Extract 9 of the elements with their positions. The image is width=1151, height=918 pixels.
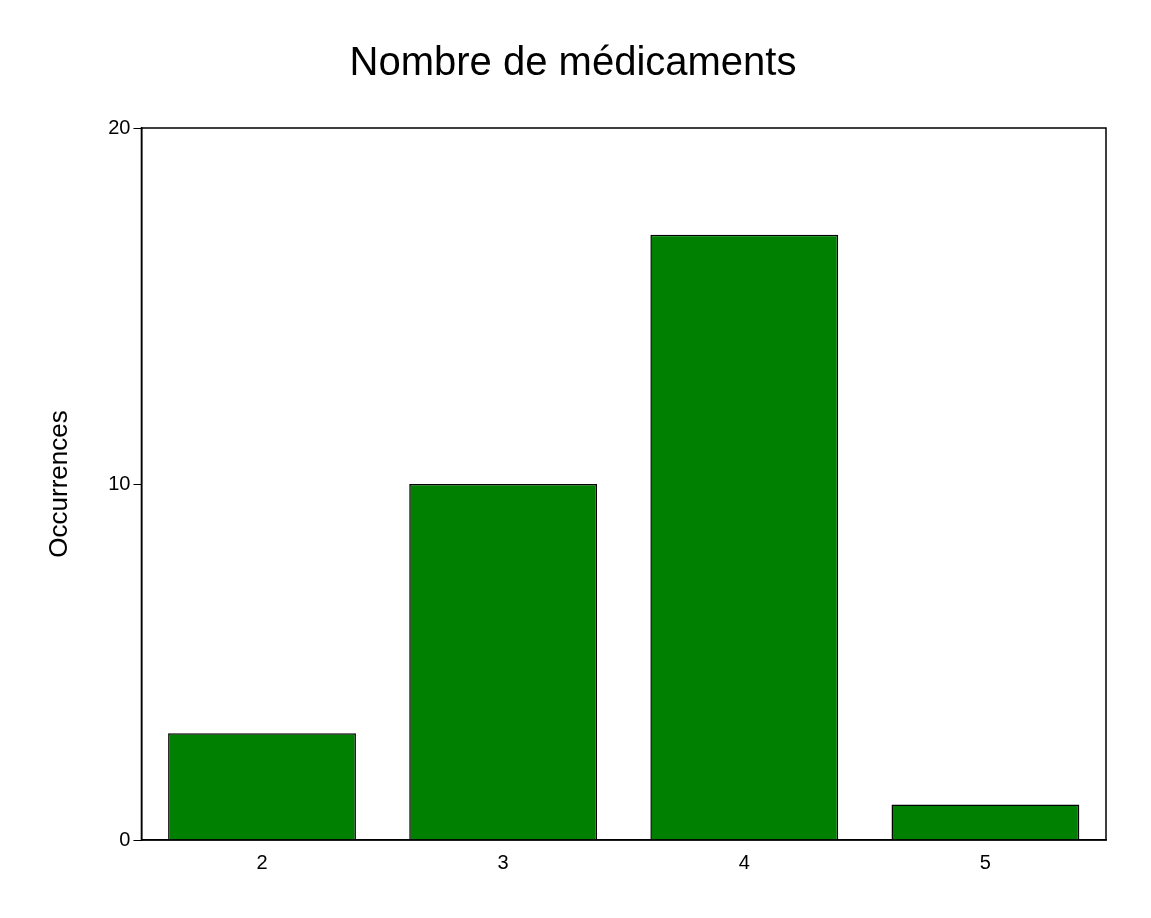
y-axis-title: Occurrences (42, 410, 73, 558)
y-tick-label: 10 (108, 471, 131, 494)
x-tick-label: 3 (497, 850, 509, 873)
y-tick-label: 0 (119, 827, 131, 850)
chart-title: Nombre de médicaments (349, 39, 797, 84)
x-tick-label: 4 (738, 850, 750, 873)
x-tick-label: 2 (256, 850, 268, 873)
x-tick-label: 5 (979, 850, 991, 873)
y-tick-label: 20 (108, 115, 131, 138)
